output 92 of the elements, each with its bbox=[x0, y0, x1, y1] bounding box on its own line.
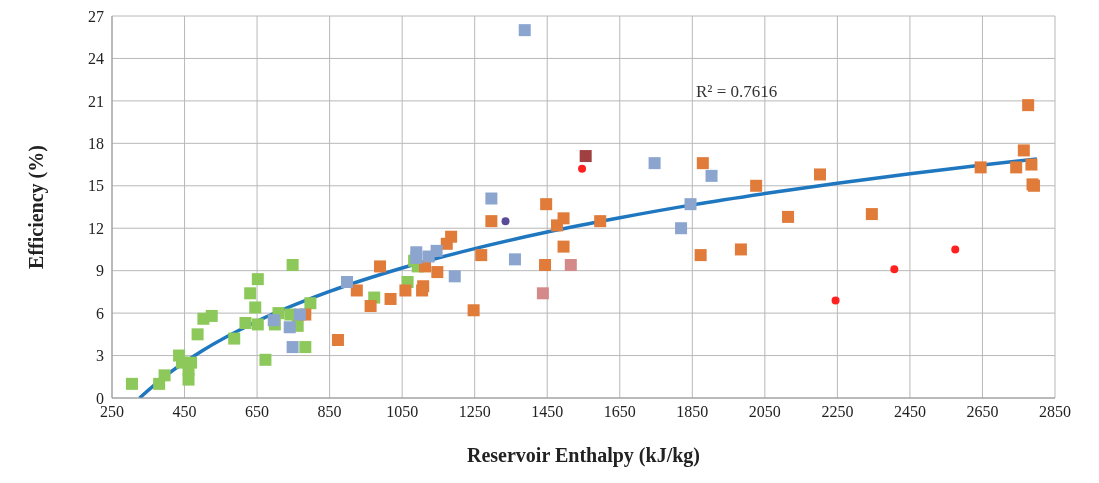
point bbox=[191, 328, 204, 341]
point bbox=[694, 249, 707, 262]
x-tick-label: 2650 bbox=[966, 403, 999, 421]
point bbox=[228, 332, 241, 345]
point bbox=[578, 164, 587, 173]
y-tick-label: 9 bbox=[96, 262, 104, 280]
x-tick-label: 850 bbox=[317, 403, 342, 421]
point bbox=[125, 377, 138, 390]
x-tick-label: 1450 bbox=[531, 403, 564, 421]
y-tick-label: 27 bbox=[88, 7, 104, 25]
point bbox=[251, 273, 264, 286]
point bbox=[564, 259, 577, 272]
point bbox=[293, 308, 306, 321]
x-tick-label: 1850 bbox=[676, 403, 709, 421]
point bbox=[304, 297, 317, 310]
point bbox=[890, 265, 899, 274]
y-axis-title: Efficiency (%) bbox=[25, 145, 49, 269]
point bbox=[865, 208, 878, 221]
point bbox=[364, 300, 377, 313]
point bbox=[951, 245, 960, 254]
point bbox=[445, 230, 458, 243]
point bbox=[384, 292, 397, 305]
point bbox=[239, 317, 252, 330]
point bbox=[648, 157, 661, 170]
point bbox=[539, 259, 552, 272]
y-tick-label: 15 bbox=[88, 177, 104, 195]
point bbox=[684, 198, 697, 211]
point bbox=[831, 296, 840, 305]
point bbox=[782, 210, 795, 223]
point bbox=[399, 284, 412, 297]
point bbox=[1022, 99, 1035, 112]
point bbox=[485, 192, 498, 205]
point bbox=[1025, 158, 1038, 171]
point bbox=[734, 243, 747, 256]
point bbox=[579, 150, 592, 163]
y-tick-label: 24 bbox=[88, 50, 104, 68]
point bbox=[475, 249, 488, 262]
point bbox=[750, 179, 763, 192]
point bbox=[251, 318, 264, 331]
point bbox=[485, 215, 498, 228]
point bbox=[594, 215, 607, 228]
point bbox=[508, 253, 521, 266]
point bbox=[536, 287, 549, 300]
y-tick-label: 18 bbox=[88, 135, 104, 153]
point bbox=[182, 373, 195, 386]
y-tick-label: 3 bbox=[96, 347, 104, 365]
point bbox=[557, 240, 570, 253]
point bbox=[283, 321, 296, 334]
point bbox=[244, 287, 257, 300]
x-tick-label: 1250 bbox=[458, 403, 491, 421]
point bbox=[705, 169, 718, 182]
y-tick-label: 21 bbox=[88, 92, 104, 110]
point bbox=[974, 161, 987, 174]
point bbox=[557, 212, 570, 225]
point bbox=[350, 284, 363, 297]
x-tick-label: 1050 bbox=[386, 403, 419, 421]
annotation: R² = 0.7616 bbox=[696, 82, 778, 102]
point bbox=[1010, 161, 1023, 174]
point bbox=[540, 198, 553, 211]
point bbox=[813, 168, 826, 181]
point bbox=[467, 304, 480, 317]
point bbox=[417, 280, 430, 293]
x-axis-title: Reservoir Enthalpy (kJ/kg) bbox=[467, 444, 700, 467]
x-tick-label: 2250 bbox=[821, 403, 854, 421]
point bbox=[299, 341, 312, 354]
point bbox=[518, 24, 531, 37]
x-tick-label: 2450 bbox=[893, 403, 926, 421]
point bbox=[158, 369, 171, 382]
point bbox=[501, 217, 510, 226]
x-tick-label: 2050 bbox=[748, 403, 781, 421]
point bbox=[259, 353, 272, 366]
point bbox=[286, 341, 299, 354]
point bbox=[430, 244, 443, 257]
point bbox=[675, 222, 688, 235]
point bbox=[1017, 144, 1030, 157]
point bbox=[286, 259, 299, 272]
x-tick-label: 2850 bbox=[1039, 403, 1071, 421]
point bbox=[374, 260, 387, 273]
point bbox=[249, 301, 262, 314]
point bbox=[331, 333, 344, 346]
x-tick-label: 1650 bbox=[603, 403, 636, 421]
point bbox=[267, 314, 280, 327]
y-tick-label: 6 bbox=[96, 304, 104, 322]
x-tick-label: 450 bbox=[172, 403, 197, 421]
point bbox=[341, 275, 354, 288]
point bbox=[205, 309, 218, 322]
point bbox=[431, 266, 444, 279]
point bbox=[696, 157, 709, 170]
y-tick-label: 12 bbox=[88, 219, 104, 237]
point bbox=[448, 270, 461, 283]
x-tick-label: 650 bbox=[245, 403, 270, 421]
line-series bbox=[137, 157, 1039, 398]
